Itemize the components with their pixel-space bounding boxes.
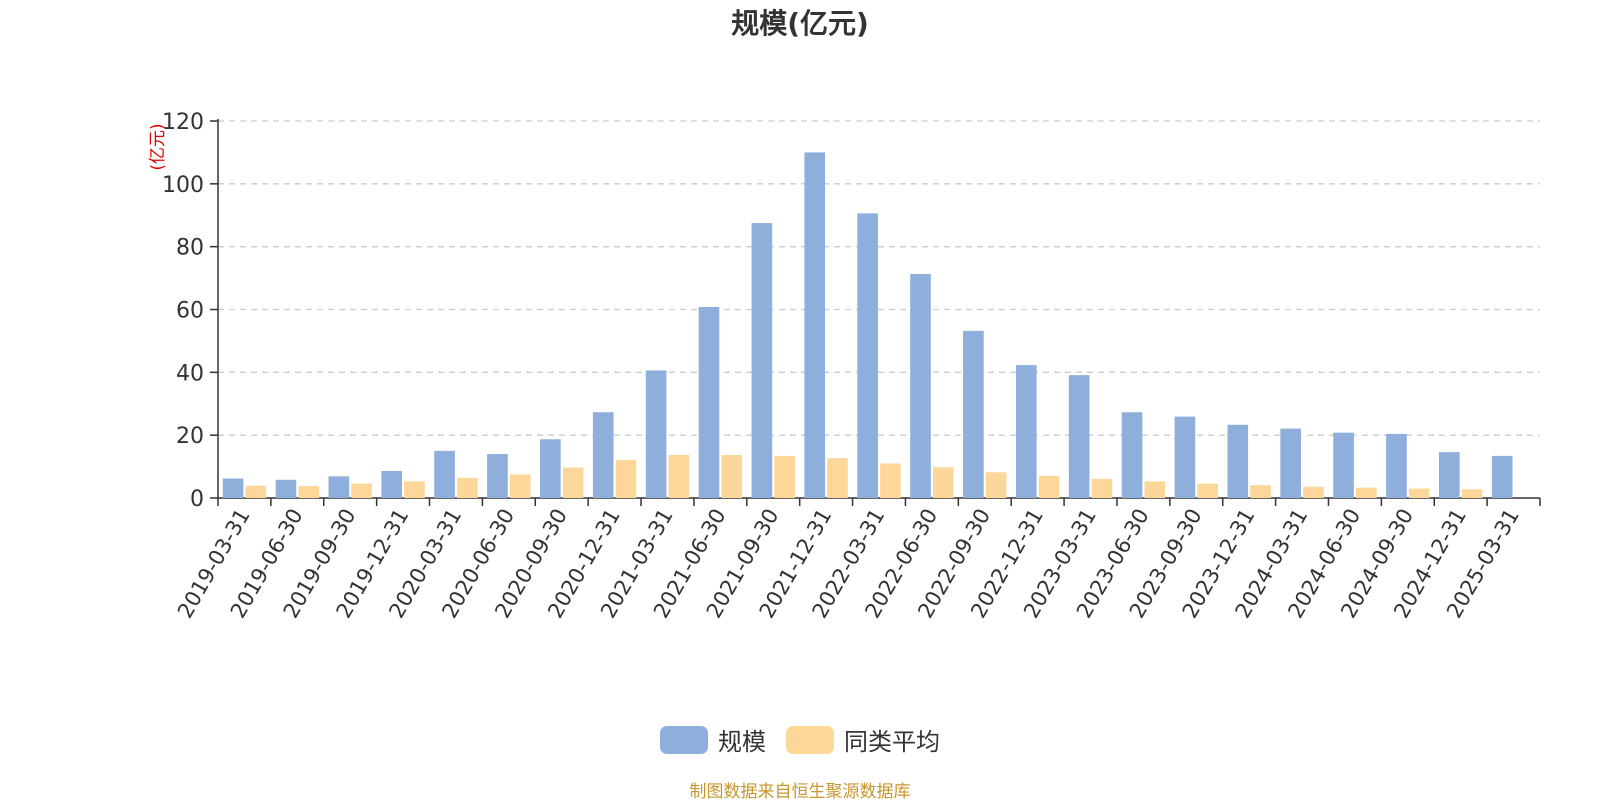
bar-peer-average xyxy=(404,481,425,498)
bar-scale xyxy=(804,152,826,498)
bar-peer-average xyxy=(721,454,743,498)
bar-peer-average xyxy=(827,458,848,498)
bar-peer-average xyxy=(1144,481,1166,498)
bar-scale xyxy=(1015,365,1037,498)
bar-peer-average xyxy=(985,472,1007,498)
bar-scale xyxy=(963,330,984,498)
bar-scale xyxy=(1333,432,1354,498)
legend-label-peer-average: 同类平均 xyxy=(844,728,940,756)
bar-peer-average xyxy=(615,459,637,498)
bar-scale xyxy=(698,306,720,498)
y-tick-label: 80 xyxy=(176,236,204,261)
bar-peer-average xyxy=(457,477,478,498)
bar-peer-average xyxy=(1038,476,1060,498)
legend-swatch-scale xyxy=(660,725,708,754)
bar-peer-average xyxy=(932,467,954,498)
bar-peer-average xyxy=(351,483,372,498)
bar-peer-average xyxy=(1197,483,1218,498)
bar-scale xyxy=(1438,452,1460,498)
bar-scale xyxy=(434,450,455,498)
chart-title: 规模(亿元) xyxy=(731,7,869,40)
bar-scale xyxy=(1280,428,1301,498)
legend-swatch-peer-average xyxy=(786,725,834,754)
bar-peer-average xyxy=(774,455,795,498)
y-tick-label: 100 xyxy=(162,173,204,198)
bar-peer-average xyxy=(668,454,690,498)
y-tick-label: 20 xyxy=(176,424,204,449)
y-tick-label: 60 xyxy=(176,299,204,324)
bar-peer-average xyxy=(562,467,584,498)
bar-scale xyxy=(1227,424,1249,498)
bar-peer-average xyxy=(509,474,531,498)
legend-item-peer-average[interactable]: 同类平均 xyxy=(786,722,940,757)
bar-peer-average xyxy=(1250,485,1271,498)
legend-label-scale: 规模 xyxy=(718,728,766,756)
y-tick-label: 0 xyxy=(190,487,204,512)
bar-scale xyxy=(1386,433,1407,498)
bar-scale xyxy=(1121,412,1143,498)
bar-scale xyxy=(751,223,773,498)
bar-peer-average xyxy=(298,486,320,498)
bar-scale xyxy=(592,412,614,498)
legend: 规模 同类平均 xyxy=(0,722,1600,757)
bar-peer-average xyxy=(245,485,267,498)
bar-scale xyxy=(381,470,403,498)
y-tick-label: 40 xyxy=(176,361,204,386)
bar-peer-average xyxy=(880,463,901,498)
bar-scale xyxy=(487,454,508,498)
bar-scale xyxy=(328,476,350,498)
bar-scale xyxy=(645,370,667,498)
y-tick-label: 120 xyxy=(162,110,204,135)
bar-scale xyxy=(1491,455,1513,498)
bar-scale xyxy=(910,273,931,498)
bar-scale xyxy=(540,439,561,498)
bar-scale xyxy=(1174,416,1196,498)
bar-scale xyxy=(275,479,297,498)
bar-peer-average xyxy=(1461,489,1483,498)
bar-scale xyxy=(857,213,878,499)
bar-peer-average xyxy=(1091,478,1113,498)
source-note: 制图数据来自恒生聚源数据库 xyxy=(689,782,911,800)
bar-peer-average xyxy=(1355,487,1377,498)
bar-peer-average xyxy=(1303,486,1324,498)
y-axis-label: (亿元) xyxy=(148,123,168,170)
bar-scale xyxy=(1068,375,1090,498)
bar-scale xyxy=(222,478,244,498)
legend-item-scale[interactable]: 规模 xyxy=(660,722,766,757)
bar-peer-average xyxy=(1408,488,1430,498)
